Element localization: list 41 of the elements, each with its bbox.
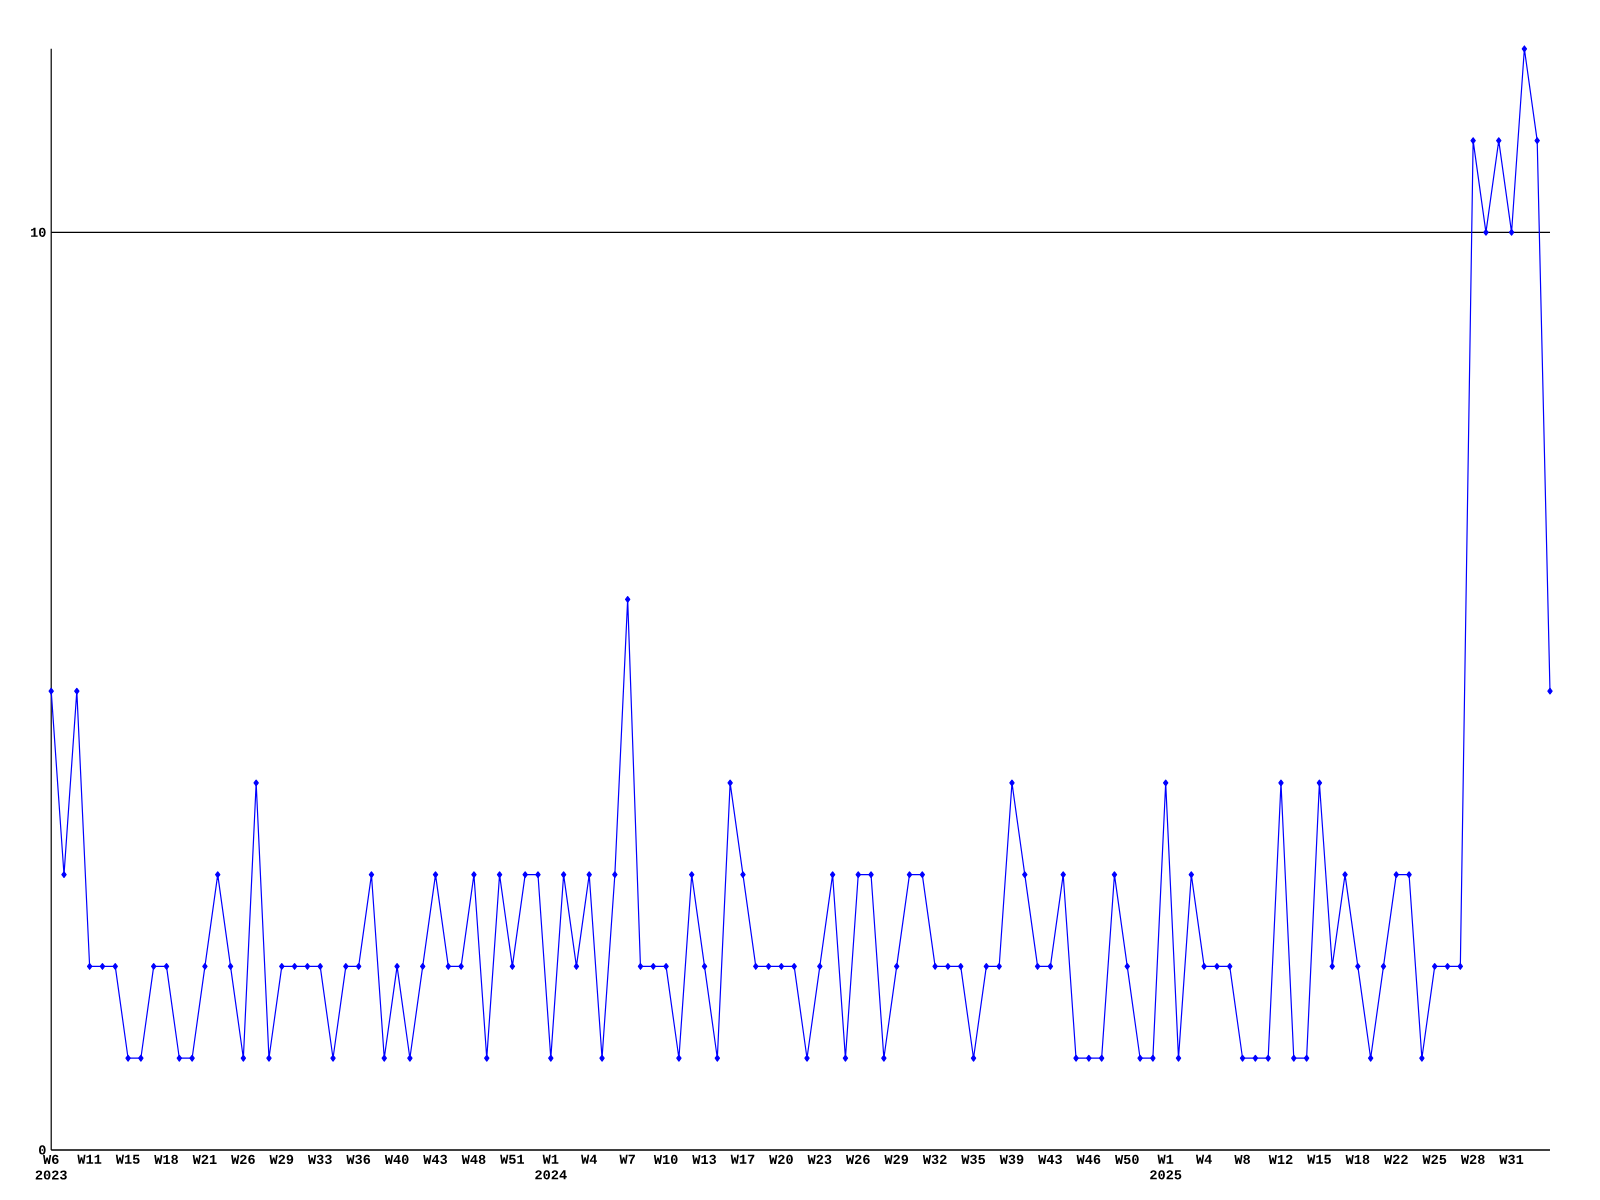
x-tick-label: W32 [922,1154,947,1165]
x-tick-label: W26 [231,1154,255,1165]
x-tick-label: W25 [1422,1154,1447,1165]
x-tick-label: W29 [269,1154,294,1165]
x-tick-label: W20 [769,1154,793,1165]
x-tick-label: W4 [1195,1154,1212,1164]
x-tick-label: W13 [692,1154,717,1165]
x-tick-label: W51 [500,1154,525,1164]
x-tick-label: W18 [154,1154,179,1165]
x-tick-label: W17 [730,1154,755,1164]
x-tick-label: W23 [807,1154,832,1165]
x-tick-label: W12 [1268,1154,1293,1164]
x-tick-label: W43 [423,1154,448,1165]
x-tick-label: W36 [346,1154,371,1165]
x-tick-label: W11 [77,1154,102,1164]
x-tick-label: W28 [1460,1154,1485,1165]
x-tick-label: W6 2023 [35,1154,67,1180]
x-tick-label: W10 [653,1154,678,1165]
x-tick-label: W48 [461,1154,486,1165]
x-tick-label: W22 [1384,1154,1408,1164]
x-tick-label: W8 [1234,1154,1251,1165]
x-tick-label: W21 [192,1154,217,1164]
x-tick-label: W46 [1076,1154,1101,1165]
x-tick-label: W26 [846,1154,870,1165]
x-tick-label: W43 [1038,1154,1062,1165]
x-tick-label: W4 [581,1154,598,1164]
x-tick-label: W40 [384,1154,409,1165]
x-tick-label: W18 [1345,1154,1370,1165]
x-tick-label: W7 [619,1154,635,1164]
x-tick-label: W1 2025 [1150,1154,1182,1180]
x-tick-label: W39 [999,1154,1024,1165]
x-tick-label: W1 2024 [535,1154,567,1180]
x-tick-label: W33 [307,1154,332,1165]
x-tick-label: W50 [1115,1154,1139,1165]
x-tick-label: W29 [884,1154,909,1165]
x-tick-label: W15 [115,1154,140,1164]
x-tick-label: W15 [1307,1154,1331,1164]
y-tick-label: 10 [31,227,46,237]
x-tick-label: W31 [1499,1154,1524,1165]
x-tick-label: W35 [961,1154,986,1165]
y-tick-label: 0 [38,1145,46,1155]
